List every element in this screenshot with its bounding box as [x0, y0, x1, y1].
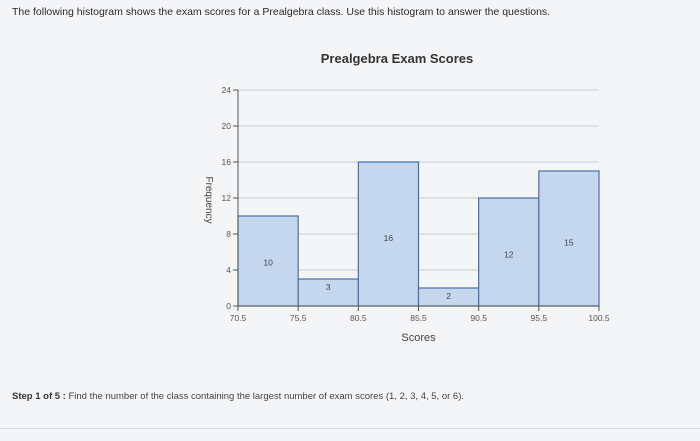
- x-tick-label: 95.5: [531, 313, 548, 323]
- y-tick-label: 4: [226, 265, 231, 275]
- x-tick-label: 90.5: [470, 313, 487, 323]
- divider: [0, 428, 700, 429]
- histogram-chart: 0 4 8 12 16 20 24 10 3 16 2 12 15 70.5 75.5 80.5 85.5 90.…: [203, 85, 610, 344]
- bar-data-label: 2: [446, 291, 451, 301]
- step-question: Find the number of the class containing …: [68, 391, 464, 402]
- y-tick-label: 0: [226, 301, 231, 311]
- y-tick-label: 24: [222, 85, 232, 95]
- bar-data-label: 15: [564, 237, 574, 247]
- chart-title: Prealgebra Exam Scores: [320, 51, 474, 66]
- x-tick-label: 85.5: [410, 313, 427, 323]
- x-tick-label: 80.5: [350, 313, 367, 323]
- x-axis-label: Scores: [401, 332, 436, 344]
- histogram-bar: [357, 161, 420, 307]
- x-tick-label: 75.5: [290, 313, 307, 323]
- y-tick-label: 20: [222, 121, 232, 131]
- y-tick-label: 8: [226, 229, 231, 239]
- intro-text: The following histogram shows the exam s…: [12, 6, 551, 18]
- histogram-bar: [237, 215, 299, 307]
- x-tick-label: 70.5: [230, 313, 247, 323]
- bar-data-label: 3: [326, 282, 331, 292]
- bar-data-label: 10: [263, 258, 273, 268]
- x-tick-label: 100.5: [588, 313, 610, 323]
- step-label: Step 1 of 5 :: [12, 391, 66, 402]
- y-tick-label: 12: [222, 193, 232, 203]
- bar-data-label: 16: [384, 233, 394, 243]
- y-axis-label: Frequency: [203, 176, 214, 223]
- step-prompt: Step 1 of 5 : Find the number of the cla…: [12, 391, 464, 402]
- y-tick-label: 16: [222, 157, 232, 167]
- bar-data-label: 12: [504, 249, 514, 259]
